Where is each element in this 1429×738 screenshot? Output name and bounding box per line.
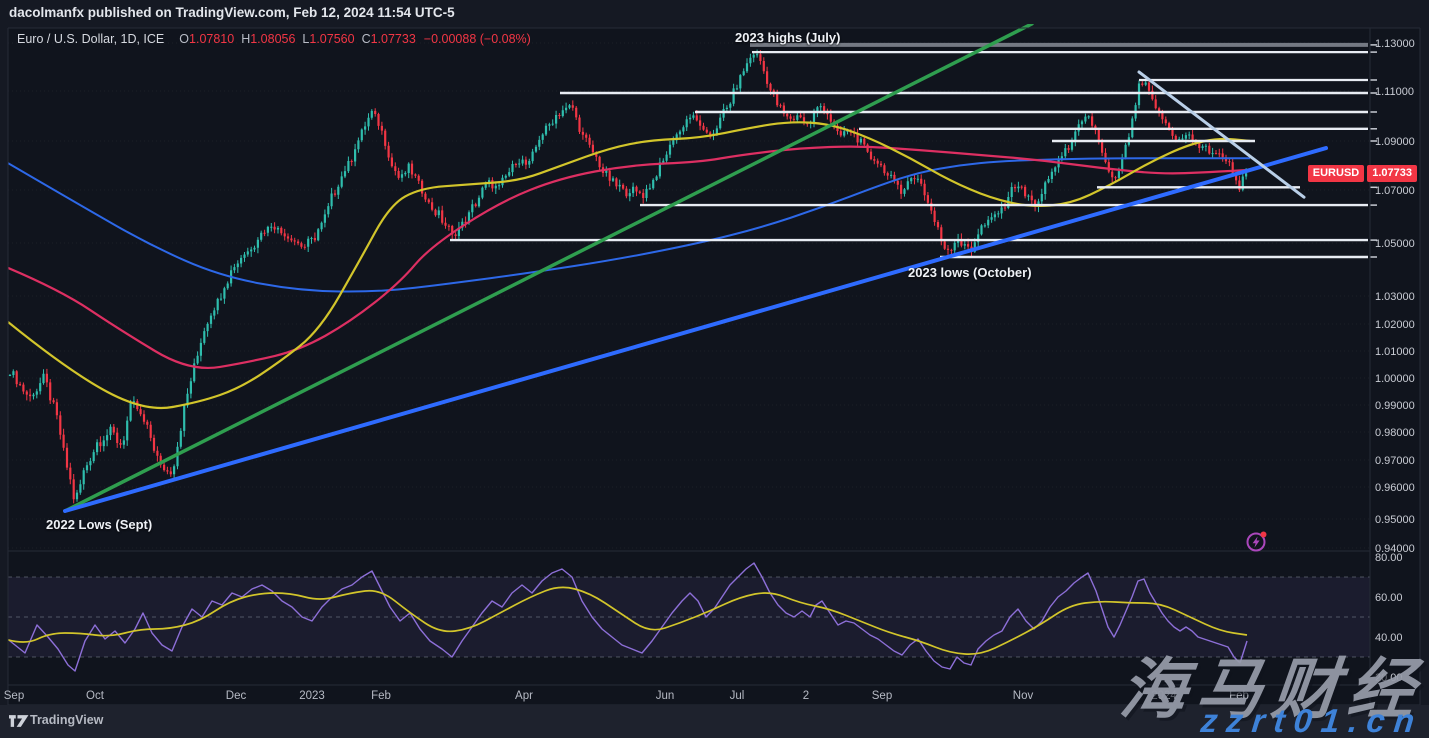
trendline[interactable] xyxy=(1137,70,1306,199)
price-axis-label: 0.96000 xyxy=(1375,482,1415,494)
ohlc-open-key: O xyxy=(179,32,190,46)
tradingview-logo-icon[interactable] xyxy=(9,713,31,729)
flash-ideas-button[interactable] xyxy=(1245,530,1268,553)
time-axis-label: 2 xyxy=(803,690,809,702)
notification-dot xyxy=(1260,531,1267,538)
time-axis-label: Feb xyxy=(1229,690,1249,702)
last-price-symbol: EURUSD xyxy=(1307,165,1365,182)
ohlc-open-value: 1.07810 xyxy=(189,32,235,46)
last-price-label: EURUSD 1.07733 xyxy=(1307,165,1417,182)
chart-annotation[interactable]: 2022 Lows (Sept) xyxy=(46,517,153,532)
attribution-text: dacolmanfx published on TradingView.com,… xyxy=(9,5,455,20)
rsi-axis-label: 20.00 xyxy=(1375,672,1403,684)
price-axis-label: 1.11000 xyxy=(1375,86,1414,98)
time-axis-label: Nov xyxy=(1013,690,1034,702)
price-axis-label: 1.03000 xyxy=(1375,291,1415,303)
ohlc-close-value: 1.07733 xyxy=(370,32,416,46)
footer-bar: TradingView xyxy=(0,705,1429,738)
price-axis[interactable]: 1.13000 1.11000 1.09000 1.07000 1.05000 1.030… xyxy=(1375,38,1415,684)
time-axis-label: 2023 xyxy=(299,690,325,702)
price-axis-label: 1.05000 xyxy=(1375,238,1415,250)
price-axis-label: 1.07000 xyxy=(1375,185,1415,197)
price-axis-label: 0.99000 xyxy=(1375,400,1415,412)
price-axis-label: 1.13000 xyxy=(1375,38,1415,50)
lightning-bolt-icon xyxy=(1252,536,1260,548)
rsi-axis-label: 60.00 xyxy=(1375,592,1403,604)
price-axis-label: 0.94000 xyxy=(1375,543,1415,555)
price-axis-label: 1.01000 xyxy=(1375,346,1415,358)
rsi-axis-label: 40.00 xyxy=(1375,632,1403,644)
ohlc-high-key: H xyxy=(241,32,251,46)
price-axis-label: 0.97000 xyxy=(1375,455,1415,467)
ma-100[interactable] xyxy=(8,145,1251,370)
price-axis-label: 0.98000 xyxy=(1375,427,1415,439)
price-pane[interactable] xyxy=(8,24,1368,513)
rsi-ma-line xyxy=(8,586,1248,655)
price-axis-label: 1.02000 xyxy=(1375,319,1415,331)
tradingview-brand-link[interactable]: TradingView xyxy=(30,713,104,727)
last-price-value: 1.07733 xyxy=(1367,165,1417,182)
watermark-url: zzrt01.cn xyxy=(1198,702,1425,738)
time-axis-label: 2024 xyxy=(1151,690,1177,702)
time-axis-label: Apr xyxy=(515,690,533,702)
rsi-pane[interactable] xyxy=(5,562,1370,672)
ohlc-low-key: L xyxy=(302,32,310,46)
price-axis-label: 0.95000 xyxy=(1375,514,1415,526)
price-axis-label: 1.00000 xyxy=(1375,373,1415,385)
flash-circle-icon xyxy=(1246,532,1266,552)
candle-bodies-down xyxy=(15,54,1241,500)
time-axis-label: Sep xyxy=(4,690,24,702)
rsi-line xyxy=(8,562,1248,672)
change-value: −0.00088 (−0.08%) xyxy=(423,32,531,46)
chart-annotation[interactable]: 2023 lows (October) xyxy=(908,265,1032,280)
time-axis-label: Jul xyxy=(730,690,745,702)
time-axis[interactable]: Sep Oct Dec 2023 Feb Apr Jun Jul 2 Sep Nov 2024 Feb xyxy=(4,690,1249,702)
chart-annotation[interactable]: 2023 highs (July) xyxy=(735,30,841,45)
trendline[interactable] xyxy=(63,146,1328,513)
rsi-axis-label: 80.00 xyxy=(1375,552,1403,564)
symbol-title[interactable]: Euro / U.S. Dollar, 1D, ICE xyxy=(17,32,165,46)
time-axis-label: Sep xyxy=(872,690,892,702)
price-axis-label: 1.09000 xyxy=(1375,136,1415,148)
symbol-legend[interactable]: Euro / U.S. Dollar, 1D, ICE O1.07810 H1.08… xyxy=(17,32,531,46)
ohlc-low-value: 1.07560 xyxy=(309,32,355,46)
time-axis-label: Feb xyxy=(371,690,391,702)
candle-wicks-up xyxy=(9,49,1247,502)
ohlc-high-value: 1.08056 xyxy=(250,32,296,46)
attribution-bar: dacolmanfx published on TradingView.com,… xyxy=(0,0,1429,27)
trendline[interactable] xyxy=(63,24,1034,513)
time-axis-label: Oct xyxy=(86,690,105,702)
time-axis-label: Jun xyxy=(656,690,675,702)
ohlc-close-key: C xyxy=(361,32,371,46)
candle-bodies-up xyxy=(8,54,1248,500)
time-axis-label: Dec xyxy=(226,690,247,702)
candle-wicks-down xyxy=(16,50,1240,504)
